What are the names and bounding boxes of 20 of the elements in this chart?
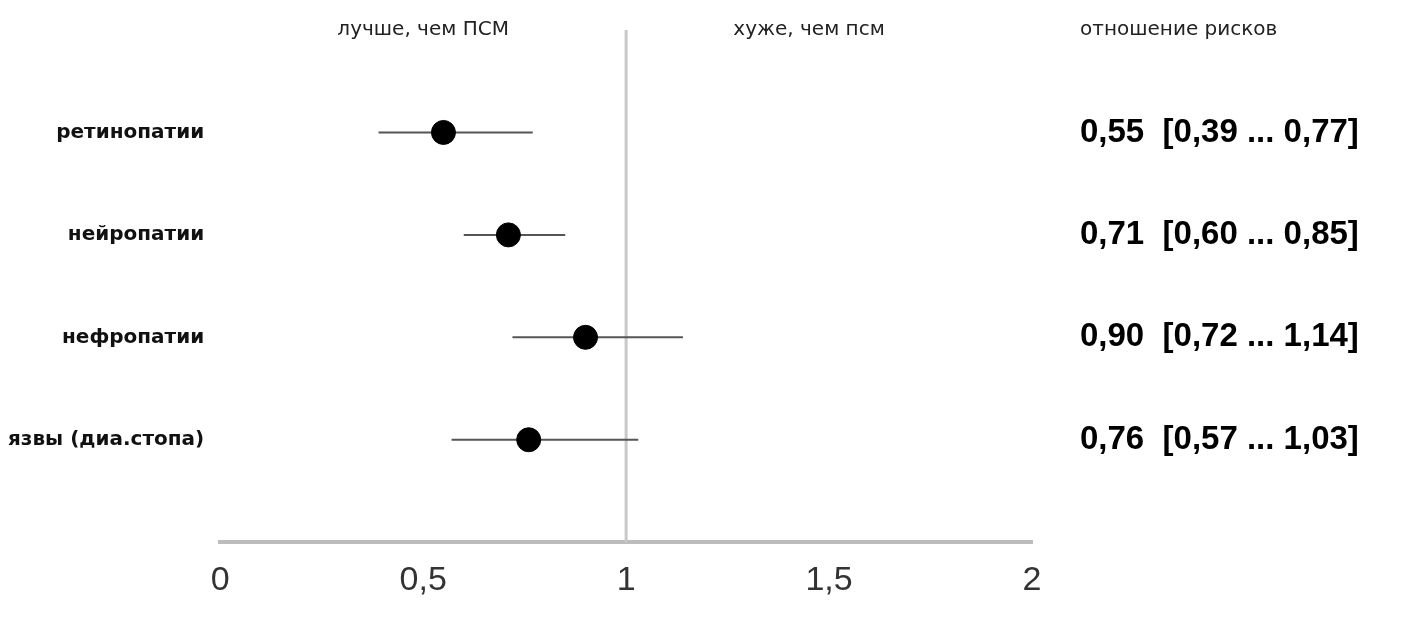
data-label: 0,71 [0,60 ... 0,85] [1080,213,1359,251]
point [495,222,521,248]
data-label: 0,55 [0,39 ... 0,77] [1080,111,1359,149]
y-tick-label: нефропатии [61,323,205,348]
x-tick-label: 1 [616,558,636,597]
x-tick-label: 2 [1022,558,1042,597]
point [573,324,599,350]
point [430,119,456,145]
annotation: лучше, чем ПСМ [337,16,509,41]
x-tick-label: 0 [210,558,230,597]
data-label: 0,76 [0,57 ... 1,03] [1080,418,1359,456]
text: отношение рисков [1080,16,1278,41]
annotation: хуже, чем псм [733,16,885,41]
x-tick-label: 0,5 [399,558,447,597]
y-tick-label: ретинопатии [56,118,205,143]
point [516,427,542,453]
y-tick-label: язвы (диа.стопа) [7,425,205,450]
y-tick-label: нейропатии [67,221,205,246]
data-label: 0,90 [0,72 ... 1,14] [1080,316,1359,354]
x-tick-label: 1,5 [805,558,853,597]
